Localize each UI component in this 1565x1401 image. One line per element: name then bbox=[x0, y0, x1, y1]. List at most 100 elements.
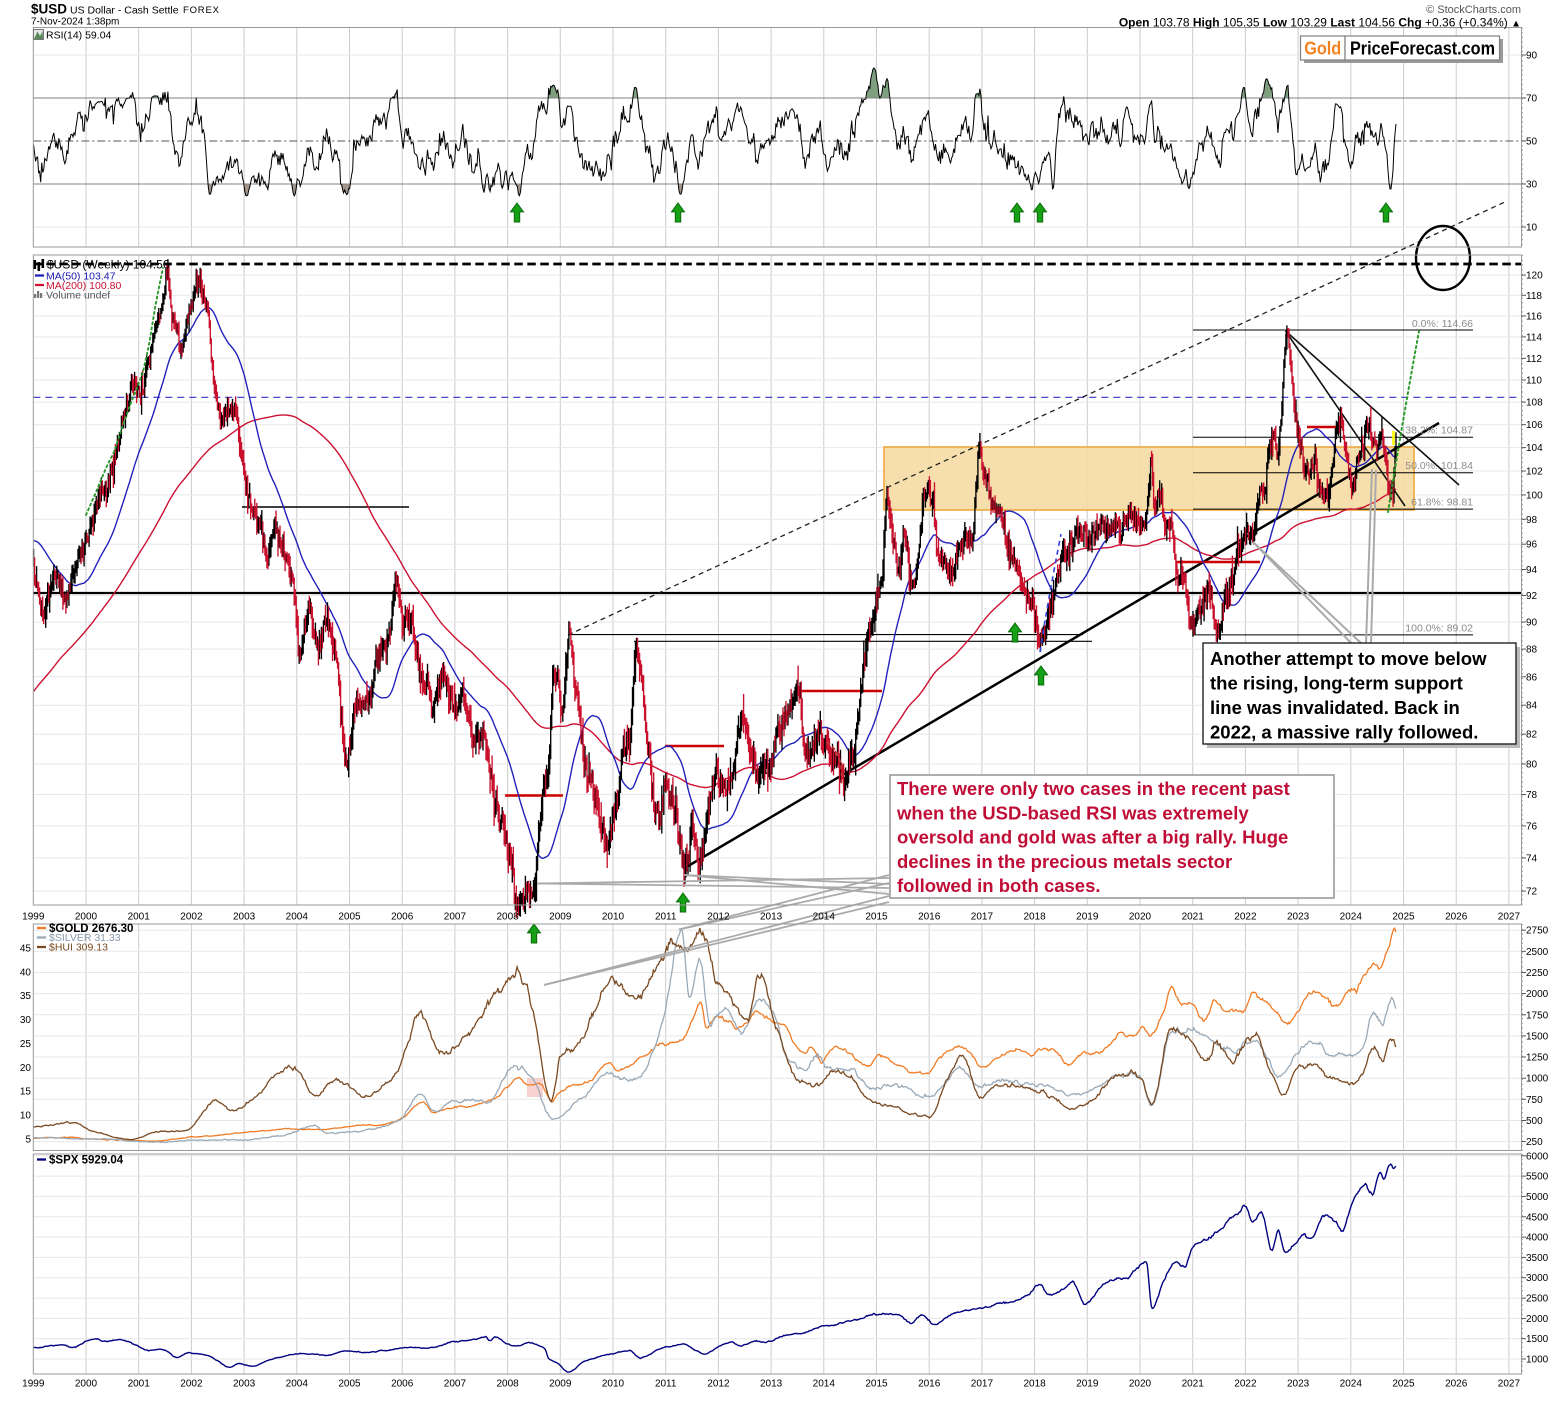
svg-text:1000: 1000 bbox=[1526, 1074, 1549, 1085]
svg-text:2022: 2022 bbox=[1234, 912, 1257, 923]
svg-text:2006: 2006 bbox=[391, 1379, 414, 1390]
svg-text:45: 45 bbox=[20, 943, 32, 954]
svg-text:2007: 2007 bbox=[444, 1379, 467, 1390]
svg-text:96: 96 bbox=[1526, 540, 1538, 551]
svg-text:2005: 2005 bbox=[338, 912, 361, 923]
svg-text:2016: 2016 bbox=[918, 1379, 941, 1390]
svg-text:72: 72 bbox=[1526, 887, 1538, 898]
svg-text:120: 120 bbox=[1526, 271, 1543, 282]
svg-text:oversold and gold was after a: oversold and gold was after a big rally.… bbox=[897, 827, 1288, 848]
svg-text:750: 750 bbox=[1526, 1095, 1543, 1106]
svg-text:7-Nov-2024 1:38pm: 7-Nov-2024 1:38pm bbox=[31, 17, 119, 28]
svg-text:1750: 1750 bbox=[1526, 1010, 1549, 1021]
svg-text:110: 110 bbox=[1526, 376, 1542, 387]
svg-text:2010: 2010 bbox=[602, 1379, 625, 1390]
svg-text:$USD (Weekly) 104.56: $USD (Weekly) 104.56 bbox=[47, 258, 170, 272]
svg-text:30: 30 bbox=[20, 1015, 32, 1026]
svg-text:1000: 1000 bbox=[1526, 1355, 1549, 1366]
svg-text:2017: 2017 bbox=[971, 1379, 994, 1390]
svg-text:2500: 2500 bbox=[1526, 1294, 1549, 1305]
svg-text:when the USD-based RSI was ext: when the USD-based RSI was extremely bbox=[896, 802, 1249, 823]
svg-text:2027: 2027 bbox=[1498, 912, 1521, 923]
svg-text:5000: 5000 bbox=[1526, 1192, 1549, 1203]
svg-text:30: 30 bbox=[1526, 180, 1538, 191]
svg-text:10: 10 bbox=[1526, 223, 1538, 234]
svg-text:98: 98 bbox=[1526, 515, 1538, 526]
svg-text:MA(200) 100.80: MA(200) 100.80 bbox=[46, 280, 121, 292]
svg-text:2013: 2013 bbox=[760, 912, 783, 923]
svg-text:© StockCharts.com: © StockCharts.com bbox=[1426, 4, 1521, 16]
svg-text:4500: 4500 bbox=[1526, 1212, 1549, 1223]
svg-text:2024: 2024 bbox=[1340, 1379, 1363, 1390]
svg-text:2005: 2005 bbox=[338, 1379, 361, 1390]
svg-text:2012: 2012 bbox=[707, 912, 730, 923]
svg-text:15: 15 bbox=[20, 1087, 32, 1098]
svg-text:Volume undef: Volume undef bbox=[46, 289, 110, 301]
svg-text:RSI(14) 59.04: RSI(14) 59.04 bbox=[46, 30, 112, 42]
svg-text:2019: 2019 bbox=[1076, 1379, 1099, 1390]
svg-text:FOREX: FOREX bbox=[183, 5, 220, 16]
svg-text:2023: 2023 bbox=[1287, 912, 1310, 923]
svg-text:1500: 1500 bbox=[1526, 1031, 1549, 1042]
svg-text:118: 118 bbox=[1526, 291, 1542, 302]
svg-text:2015: 2015 bbox=[865, 912, 888, 923]
svg-text:2018: 2018 bbox=[1023, 912, 1046, 923]
svg-text:3000: 3000 bbox=[1526, 1273, 1549, 1284]
svg-text:84: 84 bbox=[1526, 701, 1538, 712]
svg-text:2018: 2018 bbox=[1023, 1379, 1046, 1390]
svg-text:1500: 1500 bbox=[1526, 1334, 1549, 1345]
svg-text:2022: 2022 bbox=[1234, 1379, 1257, 1390]
svg-text:2021: 2021 bbox=[1182, 1379, 1205, 1390]
svg-text:20: 20 bbox=[20, 1063, 32, 1074]
svg-text:116: 116 bbox=[1526, 311, 1542, 322]
svg-text:2025: 2025 bbox=[1392, 912, 1415, 923]
svg-text:2250: 2250 bbox=[1526, 968, 1549, 979]
svg-text:82: 82 bbox=[1526, 730, 1538, 741]
svg-text:2016: 2016 bbox=[918, 912, 941, 923]
svg-text:104: 104 bbox=[1526, 443, 1543, 454]
svg-text:50.0%: 101.84: 50.0%: 101.84 bbox=[1405, 460, 1473, 472]
svg-text:2500: 2500 bbox=[1526, 947, 1549, 958]
svg-text:2017: 2017 bbox=[971, 912, 994, 923]
svg-text:$SILVER 31.33: $SILVER 31.33 bbox=[49, 932, 121, 944]
svg-text:Another attempt to move below: Another attempt to move below bbox=[1210, 648, 1487, 669]
svg-text:3500: 3500 bbox=[1526, 1253, 1549, 1264]
svg-text:2002: 2002 bbox=[180, 912, 203, 923]
svg-text:line was invalidated. Back in: line was invalidated. Back in bbox=[1210, 697, 1460, 718]
svg-text:2004: 2004 bbox=[286, 1379, 309, 1390]
svg-text:38.2%: 104.87: 38.2%: 104.87 bbox=[1405, 425, 1473, 437]
svg-text:2027: 2027 bbox=[1498, 1379, 1521, 1390]
svg-text:2021: 2021 bbox=[1182, 912, 1205, 923]
svg-text:2011: 2011 bbox=[655, 912, 677, 923]
svg-text:2026: 2026 bbox=[1445, 912, 1468, 923]
svg-text:declines in the precious metal: declines in the precious metals sector bbox=[897, 851, 1232, 872]
svg-text:$SPX 5929.04: $SPX 5929.04 bbox=[49, 1154, 124, 1166]
svg-text:70: 70 bbox=[1526, 94, 1538, 105]
svg-text:2008: 2008 bbox=[496, 912, 519, 923]
svg-text:2003: 2003 bbox=[233, 1379, 256, 1390]
svg-text:PriceForecast.com: PriceForecast.com bbox=[1350, 38, 1495, 59]
svg-text:MA(50) 103.47: MA(50) 103.47 bbox=[46, 270, 116, 282]
svg-text:94: 94 bbox=[1526, 565, 1538, 576]
svg-text:$USD: $USD bbox=[31, 2, 67, 17]
svg-text:2014: 2014 bbox=[813, 912, 836, 923]
svg-text:74: 74 bbox=[1526, 854, 1538, 865]
svg-text:2011: 2011 bbox=[655, 1379, 677, 1390]
svg-text:76: 76 bbox=[1526, 821, 1538, 832]
svg-text:80: 80 bbox=[1526, 760, 1538, 771]
svg-text:100: 100 bbox=[1526, 490, 1543, 501]
svg-text:2004: 2004 bbox=[286, 912, 309, 923]
svg-text:1250: 1250 bbox=[1526, 1053, 1549, 1064]
svg-text:92: 92 bbox=[1526, 591, 1538, 602]
svg-text:followed in both cases.: followed in both cases. bbox=[897, 875, 1101, 896]
svg-text:2019: 2019 bbox=[1076, 912, 1099, 923]
svg-text:2007: 2007 bbox=[444, 912, 467, 923]
svg-text:2002: 2002 bbox=[180, 1379, 203, 1390]
svg-text:Open 103.78 High 105.35 Low 10: Open 103.78 High 105.35 Low 103.29 Last … bbox=[1119, 16, 1521, 30]
svg-text:6000: 6000 bbox=[1526, 1151, 1549, 1162]
svg-text:2008: 2008 bbox=[496, 1379, 519, 1390]
svg-text:1999: 1999 bbox=[22, 1379, 45, 1390]
svg-text:86: 86 bbox=[1526, 672, 1538, 683]
svg-text:5500: 5500 bbox=[1526, 1172, 1549, 1183]
svg-text:2001: 2001 bbox=[128, 912, 151, 923]
